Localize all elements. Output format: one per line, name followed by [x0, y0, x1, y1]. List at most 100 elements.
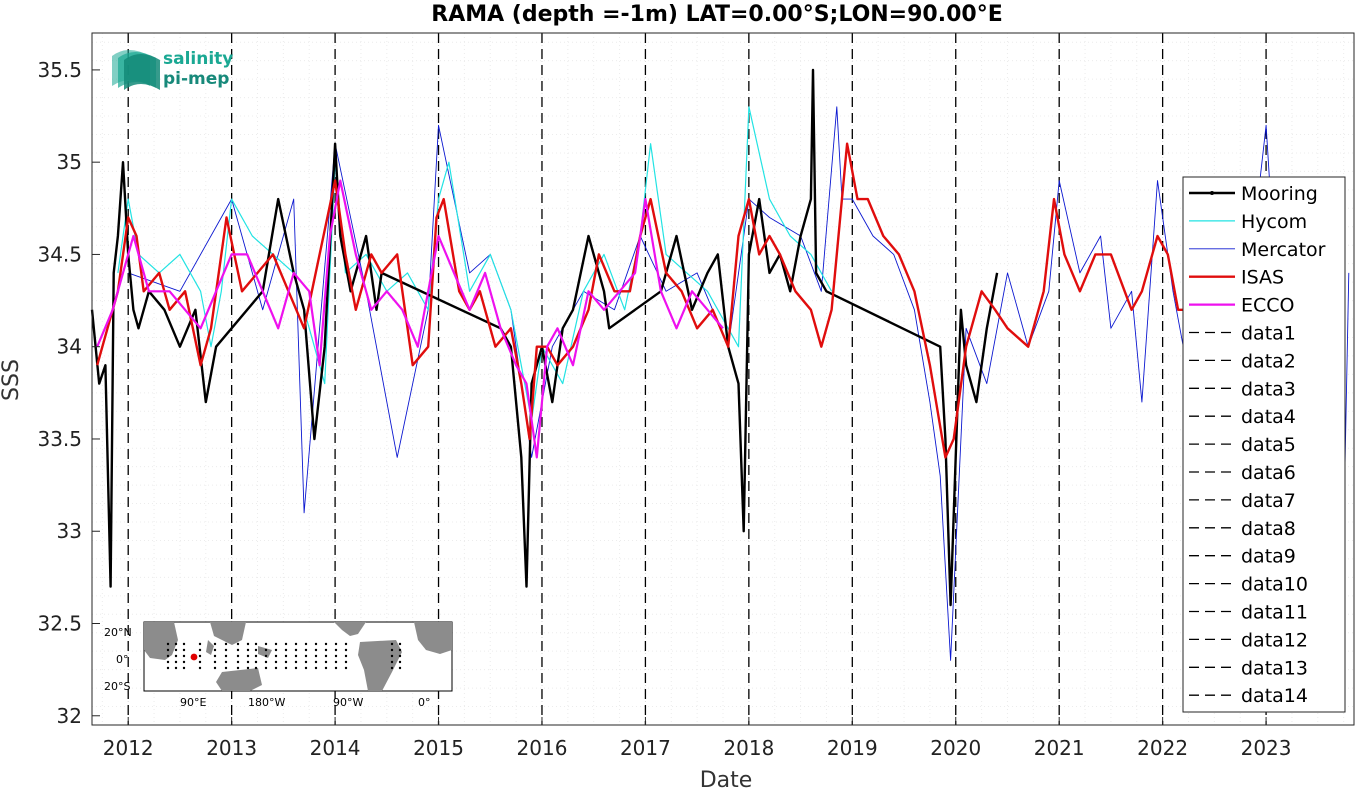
legend-marker: [1210, 191, 1214, 195]
map-dot: [344, 648, 348, 652]
y-tick-label: 34.5: [37, 242, 82, 266]
x-tick-label: 2015: [413, 736, 464, 760]
map-dot: [224, 666, 228, 670]
map-lon-label-2: 180°W: [248, 696, 285, 709]
map-lon-label-4: 0°: [418, 696, 431, 709]
y-axis-label: SSS: [0, 359, 24, 401]
map-dot: [284, 654, 288, 658]
map-dot: [224, 660, 228, 664]
y-tick-label: 33: [57, 519, 82, 543]
legend-label: data1: [1241, 323, 1296, 345]
map-dot: [213, 642, 217, 646]
x-tick-label: 2013: [206, 736, 257, 760]
legend-label: data8: [1241, 518, 1296, 540]
legend-label: data11: [1241, 602, 1308, 624]
map-dot: [236, 666, 240, 670]
map-dot: [174, 648, 178, 652]
legend-label: data10: [1241, 574, 1308, 596]
mooring-array-dots: [166, 642, 402, 670]
x-tick-label: 2021: [1034, 736, 1085, 760]
map-dot: [284, 648, 288, 652]
map-dot: [304, 654, 308, 658]
map-dot: [246, 648, 250, 652]
map-dot: [284, 642, 288, 646]
chart-title: RAMA (depth =-1m) LAT=0.00°S;LON=90.00°E: [431, 2, 1002, 27]
map-dot: [314, 660, 318, 664]
map-dot: [166, 648, 170, 652]
map-dot: [182, 654, 186, 658]
x-tick-label: 2022: [1137, 736, 1188, 760]
map-dot: [304, 666, 308, 670]
map-dot: [166, 654, 170, 658]
map-dot: [274, 642, 278, 646]
map-dot: [294, 654, 298, 658]
map-dot: [344, 642, 348, 646]
map-dot: [246, 660, 250, 664]
map-dot: [314, 648, 318, 652]
x-tick-label: 2023: [1241, 736, 1292, 760]
map-dot: [398, 666, 402, 670]
map-dot: [398, 642, 402, 646]
legend-label: data2: [1241, 350, 1296, 372]
map-dot: [254, 642, 258, 646]
map-dot: [390, 666, 394, 670]
y-tick-label: 32: [57, 704, 82, 728]
map-dot: [294, 648, 298, 652]
map-dot: [236, 654, 240, 658]
legend-label: Hycom: [1241, 211, 1307, 233]
map-dot: [324, 660, 328, 664]
map-dot: [198, 642, 202, 646]
legend-label: data9: [1241, 546, 1296, 568]
map-dot: [198, 654, 202, 658]
map-dot: [314, 654, 318, 658]
map-dot: [390, 642, 394, 646]
salinity-pimep-logo: salinity pi-mep: [112, 49, 233, 90]
logo-wave-icon: [112, 50, 160, 90]
map-dot: [284, 660, 288, 664]
map-dot: [264, 648, 268, 652]
legend-label: ISAS: [1241, 267, 1284, 289]
map-dot: [264, 654, 268, 658]
x-axis-label: Date: [700, 768, 753, 790]
selected-mooring-marker: [190, 653, 198, 661]
map-dot: [284, 666, 288, 670]
map-dot: [198, 666, 202, 670]
map-dot: [182, 666, 186, 670]
map-dot: [324, 666, 328, 670]
x-tick-labels: 2012 2013 2014 2015 2016 2017 2018 2019 2020 2021…: [103, 717, 1292, 760]
map-dot: [314, 642, 318, 646]
map-dot: [166, 642, 170, 646]
x-tick-label: 2017: [620, 736, 671, 760]
map-dot: [254, 660, 258, 664]
map-dot: [294, 666, 298, 670]
map-dot: [224, 648, 228, 652]
map-dot: [236, 648, 240, 652]
map-dot: [398, 648, 402, 652]
year-dashed-lines: [127, 33, 1267, 725]
map-dot: [334, 660, 338, 664]
map-dot: [334, 648, 338, 652]
legend-label: Mooring: [1241, 183, 1318, 205]
x-tick-label: 2016: [517, 736, 568, 760]
map-dot: [334, 654, 338, 658]
map-dot: [390, 648, 394, 652]
map-lat-label-south: 20°S: [104, 680, 130, 693]
map-dot: [166, 666, 170, 670]
y-tick-label: 35: [57, 150, 82, 174]
x-tick-label: 2020: [930, 736, 981, 760]
map-dot: [390, 654, 394, 658]
series-line-hycom: [117, 106, 833, 422]
map-dot: [236, 660, 240, 664]
map-dot: [264, 642, 268, 646]
map-dot: [213, 648, 217, 652]
map-lon-label-1: 90°E: [180, 696, 206, 709]
map-dot: [274, 654, 278, 658]
map-dot: [344, 660, 348, 664]
map-lat-label-equator: 0°: [116, 653, 129, 666]
map-dot: [274, 666, 278, 670]
map-dot: [344, 654, 348, 658]
legend-label: data5: [1241, 434, 1296, 456]
map-dot: [182, 648, 186, 652]
legend-label: data14: [1241, 685, 1308, 707]
y-tick-labels: 32 32.5 33 33.5 34 34.5 35 35.5: [37, 58, 100, 728]
